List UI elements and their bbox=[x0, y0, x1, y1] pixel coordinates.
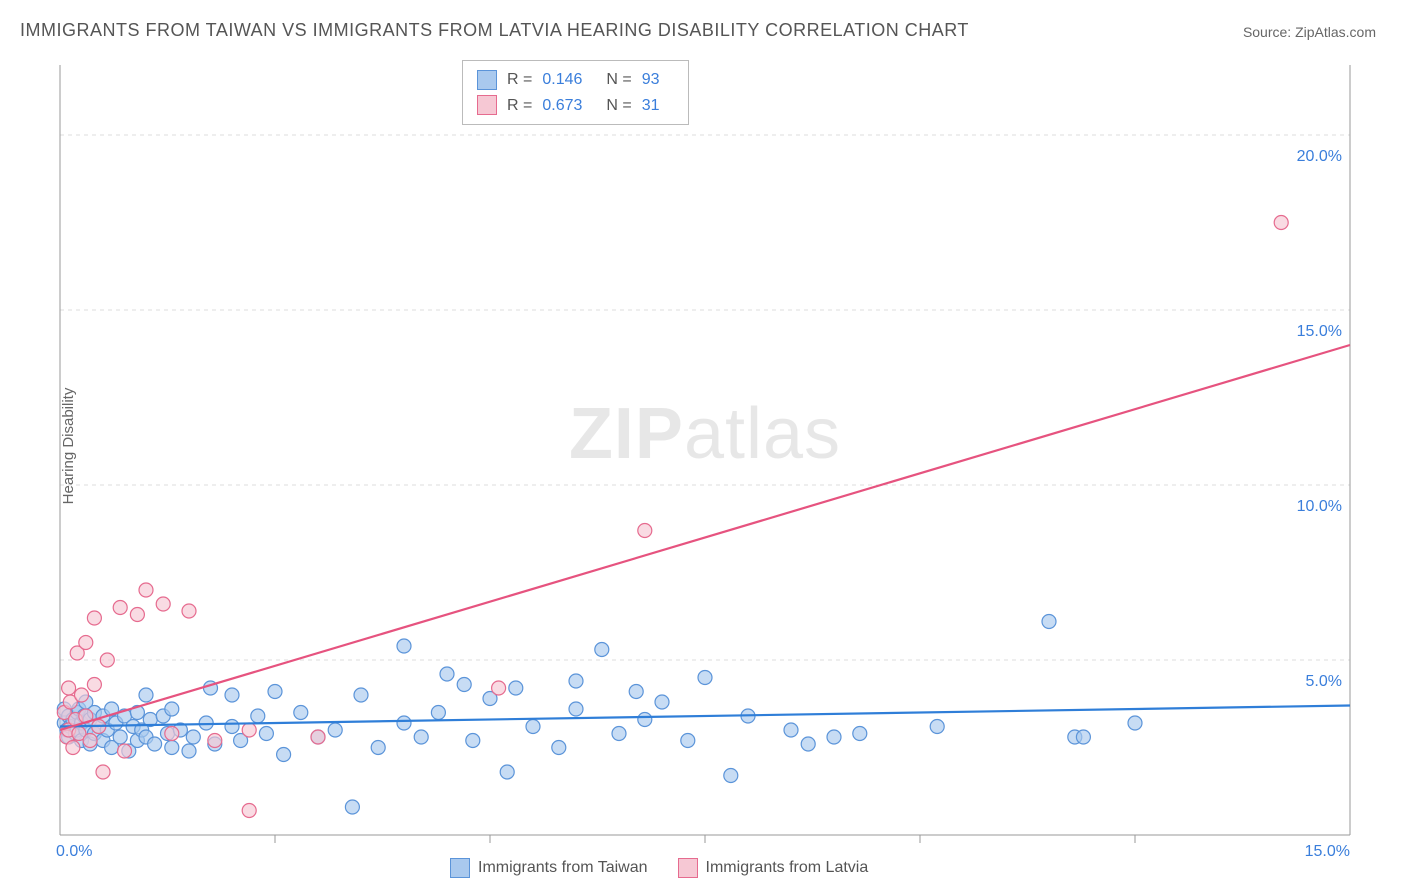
stats-row: R = 0.673 N = 31 bbox=[477, 93, 674, 119]
x-tick-label: 15.0% bbox=[1300, 843, 1350, 861]
series-legend: Immigrants from Taiwan Immigrants from La… bbox=[450, 858, 868, 878]
n-value: 31 bbox=[642, 93, 660, 119]
correlation-stats-box: R = 0.146 N = 93 R = 0.673 N = 31 bbox=[462, 60, 689, 125]
n-value: 93 bbox=[642, 67, 660, 93]
n-label: N = bbox=[606, 67, 631, 93]
legend-swatch bbox=[450, 858, 470, 878]
svg-text:15.0%: 15.0% bbox=[1297, 323, 1342, 340]
chart-title: IMMIGRANTS FROM TAIWAN VS IMMIGRANTS FRO… bbox=[20, 20, 969, 41]
svg-text:20.0%: 20.0% bbox=[1297, 148, 1342, 165]
source-attribution: Source: ZipAtlas.com bbox=[1243, 24, 1376, 40]
chart-svg: 5.0% 10.0% 15.0% 20.0% bbox=[50, 55, 1360, 845]
legend-swatch bbox=[477, 95, 497, 115]
r-value: 0.673 bbox=[542, 93, 582, 119]
svg-text:5.0%: 5.0% bbox=[1306, 673, 1342, 690]
svg-text:10.0%: 10.0% bbox=[1297, 498, 1342, 515]
r-label: R = bbox=[507, 93, 532, 119]
legend-item: Immigrants from Taiwan bbox=[450, 858, 648, 878]
legend-item: Immigrants from Latvia bbox=[678, 858, 869, 878]
r-value: 0.146 bbox=[542, 67, 582, 93]
x-tick-label: 0.0% bbox=[56, 843, 92, 861]
r-label: R = bbox=[507, 67, 532, 93]
legend-label: Immigrants from Taiwan bbox=[478, 859, 648, 877]
n-label: N = bbox=[606, 93, 631, 119]
source-link[interactable]: ZipAtlas.com bbox=[1295, 24, 1376, 40]
legend-swatch bbox=[477, 70, 497, 90]
chart-plot-area: 5.0%10.0%15.0%20.0% ZIPatlas bbox=[50, 55, 1360, 845]
stats-row: R = 0.146 N = 93 bbox=[477, 67, 674, 93]
legend-swatch bbox=[678, 858, 698, 878]
source-prefix: Source: bbox=[1243, 24, 1295, 40]
legend-label: Immigrants from Latvia bbox=[706, 859, 869, 877]
